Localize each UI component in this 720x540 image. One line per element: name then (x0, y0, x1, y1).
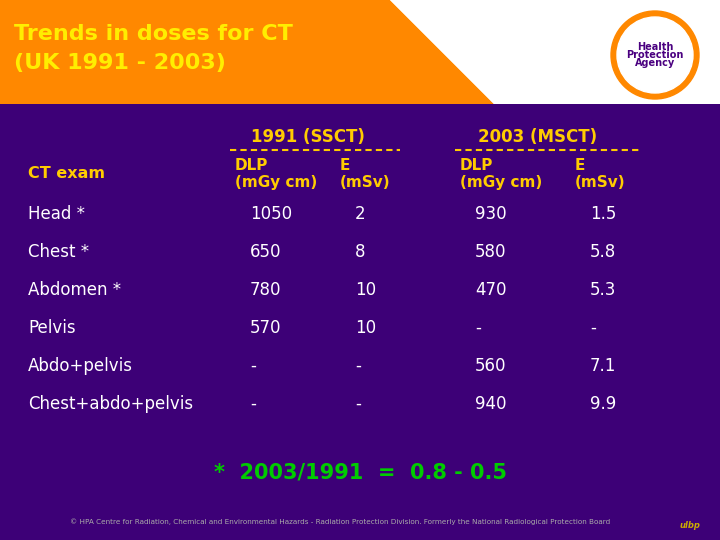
Text: -: - (250, 395, 256, 413)
Text: (UK 1991 - 2003): (UK 1991 - 2003) (14, 53, 226, 73)
Text: 580: 580 (475, 243, 506, 261)
Bar (0, 104, 720, 110)
Text: 2003 (MSCT): 2003 (MSCT) (478, 128, 597, 146)
Text: 1991 (SSCT): 1991 (SSCT) (251, 128, 364, 146)
Text: 5.8: 5.8 (590, 243, 616, 261)
Text: DLP
(mGy cm): DLP (mGy cm) (460, 158, 542, 190)
Text: 1.5: 1.5 (590, 205, 616, 223)
Text: 2: 2 (355, 205, 366, 223)
Text: 470: 470 (475, 281, 506, 299)
Text: 560: 560 (475, 357, 506, 375)
Text: Chest+abdo+pelvis: Chest+abdo+pelvis (28, 395, 193, 413)
Text: 8: 8 (355, 243, 366, 261)
Polygon shape (390, 0, 720, 110)
Text: 780: 780 (250, 281, 282, 299)
Text: -: - (475, 319, 481, 337)
Text: -: - (355, 395, 361, 413)
Text: ulbp: ulbp (679, 521, 700, 530)
Text: Head *: Head * (28, 205, 85, 223)
Text: 650: 650 (250, 243, 282, 261)
Text: Abdo+pelvis: Abdo+pelvis (28, 357, 133, 375)
Text: -: - (250, 357, 256, 375)
Text: Chest *: Chest * (28, 243, 89, 261)
Text: 930: 930 (475, 205, 507, 223)
Text: Health: Health (636, 42, 673, 52)
Text: Abdomen *: Abdomen * (28, 281, 121, 299)
Text: DLP
(mGy cm): DLP (mGy cm) (235, 158, 318, 190)
Text: 10: 10 (355, 319, 376, 337)
Circle shape (611, 11, 699, 99)
Text: E
(mSv): E (mSv) (575, 158, 626, 190)
Text: 10: 10 (355, 281, 376, 299)
Text: Trends in doses for CT: Trends in doses for CT (14, 24, 293, 44)
Text: Agency: Agency (635, 58, 675, 68)
Text: 570: 570 (250, 319, 282, 337)
Text: 5.3: 5.3 (590, 281, 616, 299)
Text: E
(mSv): E (mSv) (340, 158, 391, 190)
Text: *  2003/1991  =  0.8 - 0.5: * 2003/1991 = 0.8 - 0.5 (214, 462, 506, 482)
Text: -: - (355, 357, 361, 375)
Bar (0, 0, 720, 110)
Text: 1050: 1050 (250, 205, 292, 223)
Text: 7.1: 7.1 (590, 357, 616, 375)
Text: © HPA Centre for Radiation, Chemical and Environmental Hazards - Radiation Prote: © HPA Centre for Radiation, Chemical and… (70, 518, 610, 525)
Text: 940: 940 (475, 395, 506, 413)
Text: CT exam: CT exam (28, 166, 105, 181)
Bar (0, 0, 720, 110)
Polygon shape (390, 0, 720, 110)
Text: 9.9: 9.9 (590, 395, 616, 413)
Text: -: - (590, 319, 596, 337)
Text: Protection: Protection (626, 50, 684, 60)
Circle shape (617, 17, 693, 93)
Circle shape (622, 22, 688, 88)
Text: Pelvis: Pelvis (28, 319, 76, 337)
